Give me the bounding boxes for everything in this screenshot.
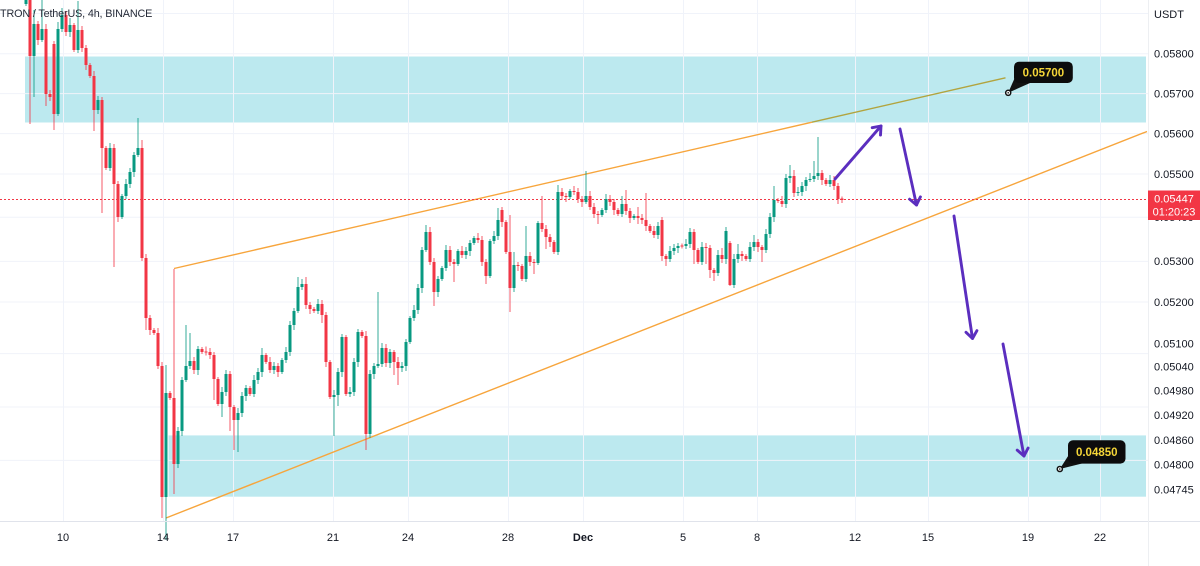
svg-text:8: 8 — [754, 532, 760, 544]
svg-text:0.04980: 0.04980 — [1154, 386, 1194, 398]
svg-text:12: 12 — [849, 532, 861, 544]
svg-text:TRON / TetherUS, 4h, BINANCE: TRON / TetherUS, 4h, BINANCE — [0, 8, 152, 20]
svg-text:0.05200: 0.05200 — [1154, 297, 1194, 309]
svg-text:24: 24 — [402, 532, 414, 544]
svg-text:10: 10 — [57, 532, 69, 544]
svg-text:0.05700: 0.05700 — [1023, 67, 1065, 79]
svg-text:0.04745: 0.04745 — [1154, 485, 1194, 497]
svg-text:28: 28 — [502, 532, 514, 544]
svg-text:0.05600: 0.05600 — [1154, 128, 1194, 140]
svg-text:0.05447: 0.05447 — [1154, 194, 1194, 206]
svg-text:19: 19 — [1022, 532, 1034, 544]
svg-text:21: 21 — [327, 532, 339, 544]
svg-text:0.04800: 0.04800 — [1154, 459, 1194, 471]
svg-text:5: 5 — [680, 532, 686, 544]
svg-text:17: 17 — [227, 532, 239, 544]
svg-text:0.05500: 0.05500 — [1154, 169, 1194, 181]
svg-text:01:20:23: 01:20:23 — [1153, 207, 1196, 219]
svg-text:0.04860: 0.04860 — [1154, 435, 1194, 447]
svg-text:22: 22 — [1094, 532, 1106, 544]
svg-text:0.04850: 0.04850 — [1076, 447, 1118, 459]
svg-text:0.05700: 0.05700 — [1154, 88, 1194, 100]
svg-text:Dec: Dec — [573, 532, 593, 544]
svg-text:14: 14 — [157, 532, 169, 544]
svg-text:USDT: USDT — [1154, 9, 1184, 21]
svg-text:0.04920: 0.04920 — [1154, 410, 1194, 422]
svg-text:0.05040: 0.05040 — [1154, 362, 1194, 374]
svg-text:0.05800: 0.05800 — [1154, 49, 1194, 61]
svg-text:15: 15 — [922, 532, 934, 544]
svg-text:0.05100: 0.05100 — [1154, 338, 1194, 350]
svg-text:0.05300: 0.05300 — [1154, 256, 1194, 268]
